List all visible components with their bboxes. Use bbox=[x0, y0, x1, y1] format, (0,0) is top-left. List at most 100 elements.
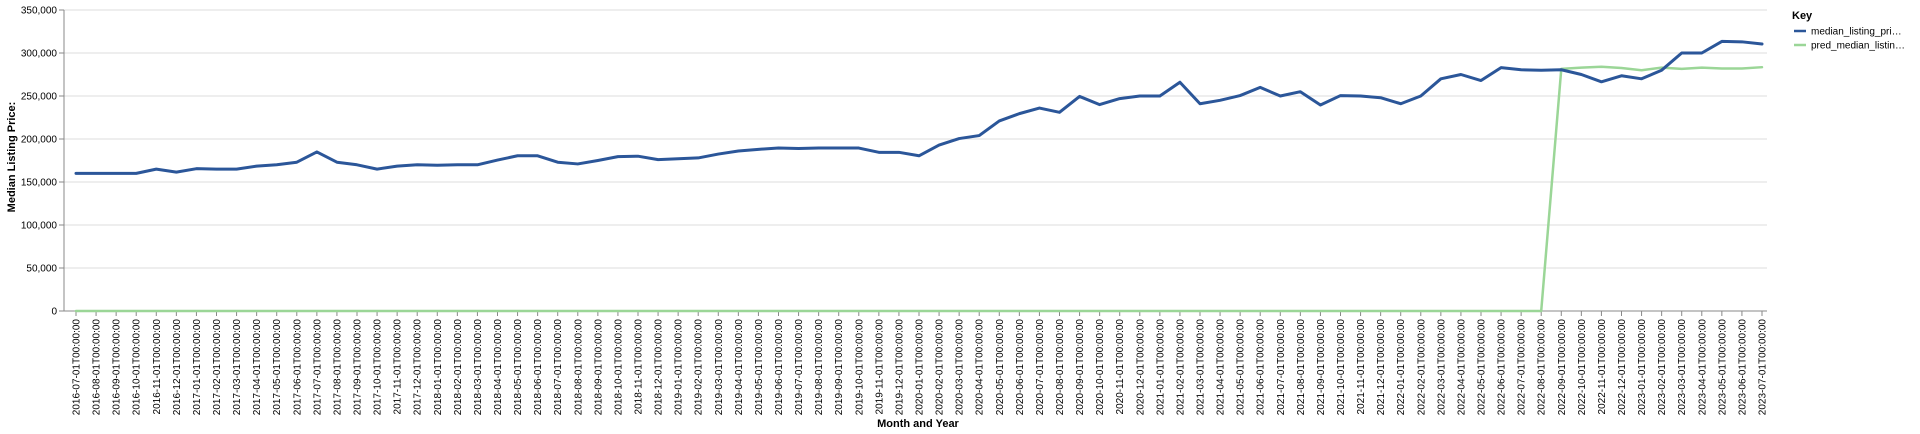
y-tick-label: 350,000 bbox=[21, 6, 58, 17]
y-tick-label: 50,000 bbox=[26, 264, 57, 275]
x-tick-label: 2017-11-01T00:00:00 bbox=[393, 319, 404, 415]
x-tick-label: 2020-03-01T00:00:00 bbox=[955, 319, 966, 416]
x-tick-label: 2022-11-01T00:00:00 bbox=[1597, 319, 1608, 415]
x-tick-label: 2018-07-01T00:00:00 bbox=[553, 319, 564, 416]
x-tick-label: 2022-05-01T00:00:00 bbox=[1477, 319, 1488, 416]
x-tick-label: 2023-03-01T00:00:00 bbox=[1677, 319, 1688, 416]
x-tick-label: 2019-03-01T00:00:00 bbox=[714, 319, 725, 416]
y-tick-label: 0 bbox=[51, 307, 57, 318]
x-tick-label: 2017-09-01T00:00:00 bbox=[353, 319, 364, 416]
y-tick-label: 300,000 bbox=[21, 49, 58, 60]
x-tick-label: 2018-09-01T00:00:00 bbox=[593, 319, 604, 416]
x-tick-label: 2016-07-01T00:00:00 bbox=[72, 319, 83, 416]
y-axis-title: Median Listing Price: bbox=[6, 102, 18, 213]
x-tick-label: 2019-10-01T00:00:00 bbox=[854, 319, 865, 416]
x-tick-label: 2022-04-01T00:00:00 bbox=[1456, 319, 1467, 416]
x-tick-label: 2017-08-01T00:00:00 bbox=[332, 319, 343, 416]
x-tick-label: 2020-06-01T00:00:00 bbox=[1015, 319, 1026, 416]
x-tick-label: 2019-08-01T00:00:00 bbox=[814, 319, 825, 416]
legend-label-1: median_listing_pri… bbox=[1811, 27, 1902, 38]
x-tick-label: 2020-04-01T00:00:00 bbox=[975, 319, 986, 416]
x-tick-label: 2018-06-01T00:00:00 bbox=[533, 319, 544, 416]
x-tick-label: 2019-12-01T00:00:00 bbox=[894, 319, 905, 416]
x-tick-label: 2020-12-01T00:00:00 bbox=[1135, 319, 1146, 416]
x-tick-label: 2016-08-01T00:00:00 bbox=[92, 319, 103, 416]
x-tick-label: 2022-06-01T00:00:00 bbox=[1497, 319, 1508, 416]
x-tick-label: 2020-05-01T00:00:00 bbox=[995, 319, 1006, 416]
x-tick-label: 2020-11-01T00:00:00 bbox=[1115, 319, 1126, 415]
x-tick-label: 2017-04-01T00:00:00 bbox=[252, 319, 263, 416]
x-tick-label: 2022-10-01T00:00:00 bbox=[1577, 319, 1588, 416]
x-tick-label: 2023-02-01T00:00:00 bbox=[1657, 319, 1668, 416]
y-tick-labels: 0 50,000 100,000 150,000 200,000 250,000 300,0… bbox=[21, 6, 58, 318]
x-tick-label: 2017-01-01T00:00:00 bbox=[192, 319, 203, 416]
x-tick-label: 2018-10-01T00:00:00 bbox=[613, 319, 624, 416]
x-tick-label: 2020-01-01T00:00:00 bbox=[915, 319, 926, 416]
grid-lines bbox=[59, 9, 1767, 312]
x-tick-label: 2022-03-01T00:00:00 bbox=[1436, 319, 1447, 416]
x-tick-label: 2023-04-01T00:00:00 bbox=[1697, 319, 1708, 416]
x-tick-label: 2019-02-01T00:00:00 bbox=[694, 319, 705, 416]
x-tick-label: 2016-12-01T00:00:00 bbox=[172, 319, 183, 416]
x-tick-label: 2022-09-01T00:00:00 bbox=[1557, 319, 1568, 416]
x-tick-label: 2020-08-01T00:00:00 bbox=[1055, 319, 1066, 416]
x-tick-label: 2020-10-01T00:00:00 bbox=[1095, 319, 1106, 416]
x-tick-label: 2021-05-01T00:00:00 bbox=[1236, 319, 1247, 416]
x-tick-label: 2021-07-01T00:00:00 bbox=[1276, 319, 1287, 416]
x-tick-label: 2023-06-01T00:00:00 bbox=[1737, 319, 1748, 416]
y-tick-label: 250,000 bbox=[21, 92, 58, 103]
x-tick-label: 2018-01-01T00:00:00 bbox=[433, 319, 444, 416]
x-tick-label: 2018-03-01T00:00:00 bbox=[473, 319, 484, 416]
x-tick-label: 2021-04-01T00:00:00 bbox=[1216, 319, 1227, 416]
legend: Key median_listing_pri… pred_median_listi… bbox=[1792, 10, 1905, 52]
x-tick-label: 2023-05-01T00:00:00 bbox=[1717, 319, 1728, 416]
x-tick-labels: 2016-07-01T00:00:00 2016-08-01T00:00:00 20… bbox=[72, 311, 1769, 415]
x-tick-label: 2022-02-01T00:00:00 bbox=[1416, 319, 1427, 416]
x-tick-label: 2021-03-01T00:00:00 bbox=[1196, 319, 1207, 416]
x-axis-title: Month and Year bbox=[877, 418, 959, 430]
x-tick-label: 2022-01-01T00:00:00 bbox=[1396, 319, 1407, 416]
x-tick-label: 2018-08-01T00:00:00 bbox=[573, 319, 584, 416]
x-tick-label: 2017-02-01T00:00:00 bbox=[212, 319, 223, 416]
x-tick-label: 2018-05-01T00:00:00 bbox=[513, 319, 524, 416]
x-tick-label: 2019-09-01T00:00:00 bbox=[834, 319, 845, 416]
x-tick-label: 2023-01-01T00:00:00 bbox=[1637, 319, 1648, 416]
legend-title: Key bbox=[1792, 10, 1813, 22]
x-tick-label: 2017-03-01T00:00:00 bbox=[232, 319, 243, 416]
x-tick-label: 2018-12-01T00:00:00 bbox=[654, 319, 665, 416]
x-tick-label: 2023-07-01T00:00:00 bbox=[1758, 319, 1769, 416]
x-tick-label: 2019-06-01T00:00:00 bbox=[774, 319, 785, 416]
x-tick-label: 2019-07-01T00:00:00 bbox=[794, 319, 805, 416]
axes bbox=[63, 10, 1767, 312]
x-tick-label: 2022-12-01T00:00:00 bbox=[1617, 319, 1628, 416]
series-line-2 bbox=[74, 65, 1764, 313]
x-tick-label: 2021-06-01T00:00:00 bbox=[1256, 319, 1267, 416]
series-line-1 bbox=[74, 39, 1764, 175]
x-tick-label: 2017-10-01T00:00:00 bbox=[373, 319, 384, 416]
x-tick-label: 2021-11-01T00:00:00 bbox=[1356, 319, 1367, 415]
x-tick-label: 2022-08-01T00:00:00 bbox=[1537, 319, 1548, 416]
x-tick-label: 2021-08-01T00:00:00 bbox=[1296, 319, 1307, 416]
x-tick-label: 2021-12-01T00:00:00 bbox=[1376, 319, 1387, 416]
x-tick-label: 2018-11-01T00:00:00 bbox=[634, 319, 645, 415]
x-tick-label: 2018-04-01T00:00:00 bbox=[493, 319, 504, 416]
x-tick-label: 2017-05-01T00:00:00 bbox=[272, 319, 283, 416]
x-tick-label: 2017-06-01T00:00:00 bbox=[292, 319, 303, 416]
x-tick-label: 2016-10-01T00:00:00 bbox=[132, 319, 143, 416]
x-tick-label: 2019-11-01T00:00:00 bbox=[874, 319, 885, 415]
x-tick-label: 2021-09-01T00:00:00 bbox=[1316, 319, 1327, 416]
series-lines bbox=[74, 39, 1764, 313]
x-tick-label: 2018-02-01T00:00:00 bbox=[453, 319, 464, 416]
x-tick-label: 2020-09-01T00:00:00 bbox=[1075, 319, 1086, 416]
x-tick-label: 2016-09-01T00:00:00 bbox=[112, 319, 123, 416]
y-tick-label: 100,000 bbox=[21, 221, 58, 232]
x-tick-label: 2019-04-01T00:00:00 bbox=[734, 319, 745, 416]
x-tick-label: 2020-07-01T00:00:00 bbox=[1035, 319, 1046, 416]
x-tick-label: 2021-01-01T00:00:00 bbox=[1155, 319, 1166, 416]
x-tick-label: 2017-07-01T00:00:00 bbox=[312, 319, 323, 416]
y-tick-label: 200,000 bbox=[21, 135, 58, 146]
x-tick-label: 2022-07-01T00:00:00 bbox=[1517, 319, 1528, 416]
legend-label-2: pred_median_listin… bbox=[1811, 41, 1905, 52]
x-tick-label: 2021-02-01T00:00:00 bbox=[1175, 319, 1186, 416]
x-tick-label: 2017-12-01T00:00:00 bbox=[413, 319, 424, 416]
